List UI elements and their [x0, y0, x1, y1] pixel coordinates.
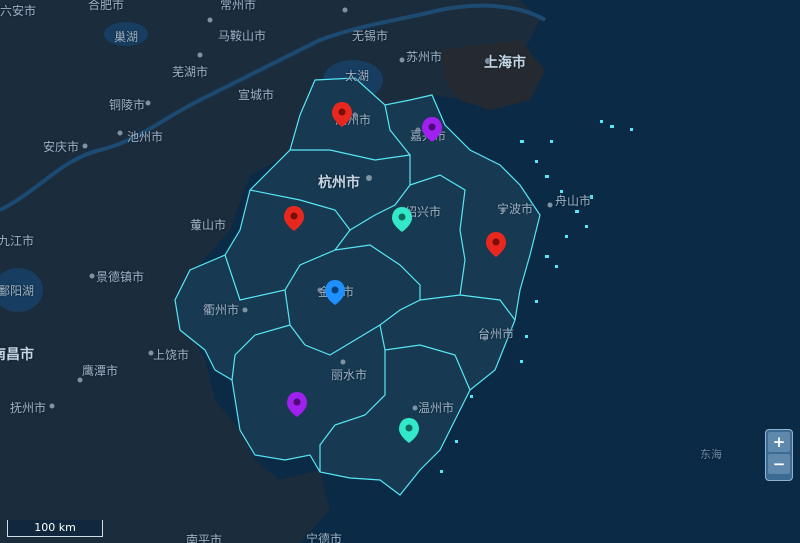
label-wenzhou: 温州市 [418, 401, 455, 415]
yangtze-river [0, 3, 547, 212]
label-donghai: 东海 [700, 448, 722, 461]
label-huangshan: 黄山市 [190, 218, 227, 232]
label-maanshan: 马鞍山市 [218, 29, 267, 43]
map-marker-red[interactable] [486, 232, 506, 257]
label-suzhou: 苏州市 [406, 50, 443, 64]
label-luan: 六安市 [0, 4, 37, 18]
label-chaohu: 巢湖 [114, 30, 139, 44]
zoom-in-button[interactable]: + [768, 432, 790, 452]
zoom-control: + − [765, 429, 793, 481]
coastal-islands [440, 120, 633, 473]
label-changzhou: 常州市 [220, 0, 257, 12]
map-marker-teal[interactable] [392, 207, 412, 232]
label-fuzhou-jx: 抚州市 [10, 401, 47, 415]
label-lishui: 丽水市 [331, 368, 368, 382]
label-hefei: 合肥市 [88, 0, 125, 12]
label-poyang: 鄱阳湖 [0, 284, 35, 298]
label-nanchang: 南昌市 [0, 347, 34, 363]
map-marker-purple[interactable] [422, 117, 442, 142]
label-hangzhou: 杭州市 [318, 175, 360, 191]
label-jiujiang: 九江市 [0, 234, 35, 248]
label-shaoxing: 绍兴市 [405, 205, 442, 219]
map-marker-teal[interactable] [399, 418, 419, 443]
label-taihu: 太湖 [345, 69, 370, 83]
map-marker-blue[interactable] [325, 280, 345, 305]
label-chizhou: 池州市 [127, 130, 164, 144]
shanghai-area [440, 40, 545, 110]
label-wuhu: 芜湖市 [172, 65, 209, 79]
zhejiang-province [175, 78, 540, 495]
chaohu-lake [104, 22, 148, 46]
label-shangrao: 上饶市 [153, 348, 190, 362]
label-nanping: 南平市 [186, 533, 223, 543]
label-ningbo: 宁波市 [497, 202, 534, 216]
city-boundaries [174, 77, 541, 496]
poyang-lake [0, 268, 43, 312]
map-marker-red[interactable] [332, 102, 352, 127]
label-wuxi: 无锡市 [352, 29, 389, 43]
label-shanghai: 上海市 [484, 55, 526, 71]
zoom-out-button[interactable]: − [768, 454, 790, 474]
scale-bar: 100 km [7, 520, 103, 537]
map-marker-purple[interactable] [287, 392, 307, 417]
label-jingdezhen: 景德镇市 [96, 270, 145, 284]
label-taizhou: 台州市 [478, 327, 515, 341]
label-yingtan: 鹰潭市 [82, 364, 119, 378]
map-marker-red[interactable] [284, 206, 304, 231]
label-zhoushan: 舟山市 [555, 194, 592, 208]
label-quzhou: 衢州市 [203, 303, 240, 317]
label-anqing: 安庆市 [43, 140, 80, 154]
label-tongling: 铜陵市 [109, 98, 146, 112]
label-xuancheng: 宣城市 [238, 88, 275, 102]
label-ningde: 宁德市 [306, 532, 343, 543]
